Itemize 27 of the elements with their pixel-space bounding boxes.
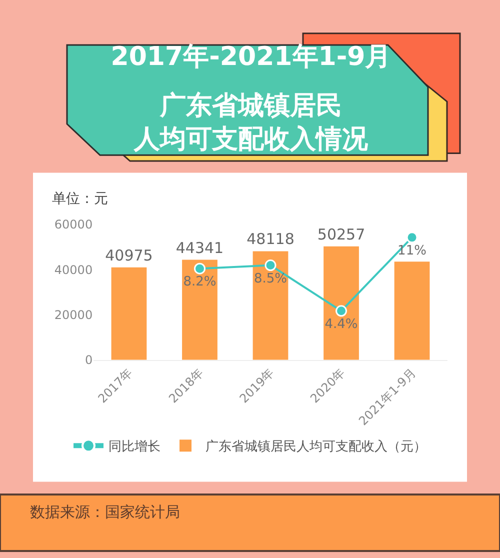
data-label: 48118 (246, 230, 294, 248)
point (406, 232, 418, 244)
legend-label: 广东省城镇居民人均可支配收入（元） (206, 440, 426, 455)
data-label: 8.5% (254, 271, 288, 286)
data-label: 40975 (105, 246, 153, 264)
point (336, 305, 348, 317)
data-label: 11% (398, 243, 426, 258)
point (264, 260, 276, 272)
y-tick-label: 40000 (54, 262, 93, 277)
point (194, 262, 206, 274)
chart-title: 2017年-2021年1-9月 (110, 42, 392, 72)
data-label: 4.4% (324, 316, 358, 332)
bar (324, 246, 359, 360)
bar (111, 267, 147, 360)
data-label: 44341 (176, 238, 224, 257)
y-tick-label: 20000 (54, 308, 93, 322)
y-axis-title: 单位：元 (52, 191, 108, 207)
y-tick-label: 0 (84, 353, 93, 368)
data-label: 50257 (317, 225, 366, 244)
data-label: 8.2% (183, 274, 216, 290)
legend-label: 同比增长 (108, 440, 160, 455)
bar (182, 260, 218, 360)
chart-subtitle: 广东省城镇居民人均可支配收入情况 (133, 90, 369, 155)
source-note: 数据来源：国家统计局 (30, 503, 180, 521)
bar (394, 262, 430, 360)
bar (252, 251, 288, 360)
y-tick-label: 60000 (54, 218, 93, 232)
